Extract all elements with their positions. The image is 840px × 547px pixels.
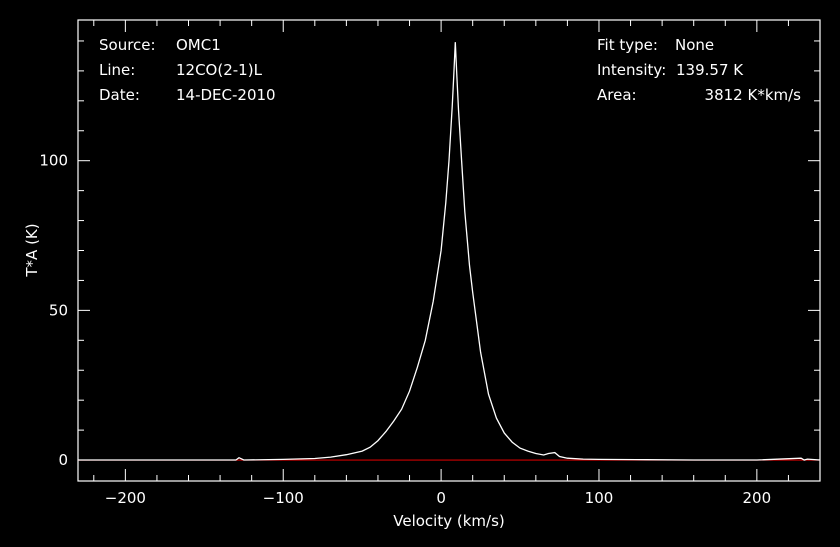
y-axis-label: T*A (K) bbox=[23, 223, 41, 277]
y-tick-label: 50 bbox=[49, 301, 68, 319]
fit-type-label: Fit type: bbox=[597, 36, 658, 54]
x-tick-label: −100 bbox=[263, 489, 304, 507]
tick-labels: −200 −100 0 100 200 0 50 100 bbox=[39, 152, 771, 507]
intensity-label: Intensity: bbox=[597, 61, 666, 79]
date-value: 14-DEC-2010 bbox=[176, 86, 276, 104]
fit-type-value: None bbox=[675, 36, 714, 54]
line-label: Line: bbox=[99, 61, 135, 79]
area-label: Area: bbox=[597, 86, 637, 104]
spectrum-line bbox=[78, 42, 821, 461]
date-label: Date: bbox=[99, 86, 140, 104]
x-tick-label: 0 bbox=[436, 489, 446, 507]
line-value: 12CO(2-1)L bbox=[176, 61, 263, 79]
source-label: Source: bbox=[99, 36, 156, 54]
x-tick-label: 200 bbox=[743, 489, 772, 507]
source-value: OMC1 bbox=[176, 36, 221, 54]
x-tick-label: −200 bbox=[105, 489, 146, 507]
intensity-value: 139.57 K bbox=[676, 61, 744, 79]
y-tick-label: 100 bbox=[39, 152, 68, 170]
area-value: 3812 K*km/s bbox=[705, 86, 802, 104]
y-tick-label: 0 bbox=[58, 451, 68, 469]
x-axis-label: Velocity (km/s) bbox=[393, 512, 504, 530]
x-tick-label: 100 bbox=[585, 489, 614, 507]
